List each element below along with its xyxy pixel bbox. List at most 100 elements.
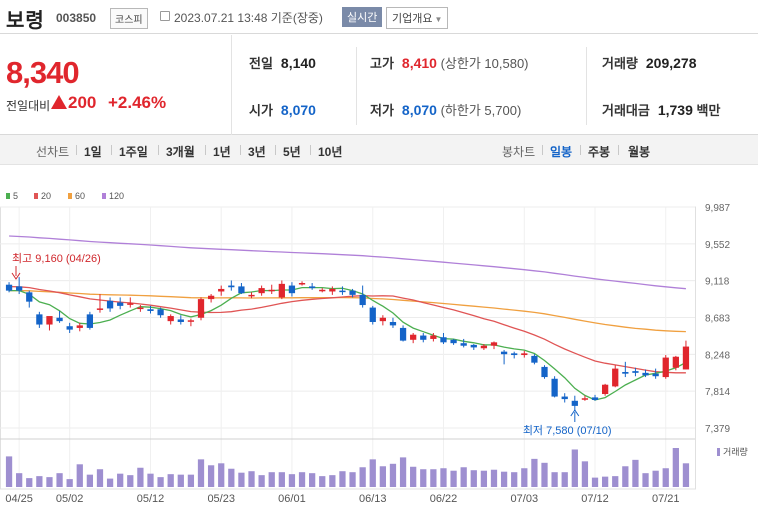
volume-bar [571, 449, 578, 487]
candle-body [672, 356, 679, 368]
x-tick-label: 05/02 [56, 493, 84, 505]
period-1week-button[interactable]: 1주일 [119, 145, 148, 159]
candle-body [238, 286, 245, 294]
realtime-button[interactable]: 실시간 [342, 7, 383, 27]
legend-ma60-label: 60 [75, 191, 86, 201]
candle-body [127, 303, 134, 305]
candle-body [622, 371, 629, 374]
period-5year-button[interactable]: 5년 [283, 145, 301, 159]
open-price: 시가 8,070 [249, 100, 316, 119]
candle-body [460, 343, 467, 346]
current-price: 8,340 [6, 55, 80, 90]
volume-bar [137, 467, 144, 487]
candle-body [5, 284, 13, 291]
candle-body [420, 335, 427, 340]
volume-bar [349, 472, 356, 487]
y-tick-label: 7,814 [705, 387, 730, 398]
divider [586, 47, 587, 125]
candle-body [16, 286, 23, 291]
volume-bar [46, 477, 53, 487]
volume-bar [541, 462, 548, 487]
company-overview-button[interactable]: 기업개요 ▼ [386, 7, 449, 29]
line-chart-label: 선차트 [36, 145, 70, 159]
volume-bar [440, 468, 447, 487]
change-percent: +2.46% [108, 93, 167, 112]
candle-body [652, 373, 659, 377]
period-10year-button[interactable]: 10년 [318, 145, 343, 159]
volume-bar [248, 471, 255, 487]
candle-body [46, 316, 53, 325]
volume-bar [5, 456, 13, 487]
candle-body [399, 327, 407, 341]
price-chart[interactable]: 9,987 9,552 9,118 8,683 8,248 7,814 7,379 04/25… [0, 196, 758, 515]
volume-bar [581, 461, 589, 487]
candle-body [137, 307, 144, 310]
candle-body [26, 292, 33, 302]
candle-body [642, 372, 649, 376]
volume-bar [369, 459, 376, 487]
divider [356, 47, 357, 125]
candle-body [207, 295, 215, 300]
candle-body [480, 345, 488, 349]
volume-bar [359, 467, 366, 487]
legend-swatch [102, 193, 106, 199]
period-1day-button[interactable]: 1일 [84, 145, 102, 159]
volume-bar [207, 465, 215, 487]
volume-bar [16, 473, 23, 487]
volume-bar [672, 448, 679, 487]
period-3month-button[interactable]: 3개월 [166, 145, 195, 159]
volume-bar [197, 459, 205, 487]
candle-body [440, 337, 447, 343]
volume-bar [420, 469, 427, 487]
volume-bar [601, 476, 609, 487]
legend-ma20: 20 [34, 191, 51, 201]
volume-bar [278, 472, 285, 487]
candle-body [157, 309, 164, 316]
stock-header: 보령 003850 코스피 2023.07.21 13:48 기준(장중) 실시… [0, 0, 758, 34]
volume-bar [167, 474, 174, 487]
legend-ma120-label: 120 [109, 191, 125, 201]
x-tick-label: 06/13 [359, 493, 387, 505]
volume-bar [591, 477, 599, 487]
candle-body [309, 286, 316, 289]
quote-panel: 8,340 전일대비 200 +2.46% 전일 8,140 고가 8,410 (상… [0, 35, 758, 135]
candle-body [96, 308, 104, 310]
open-label: 시가 [249, 103, 273, 118]
volume-bar [106, 478, 114, 487]
candle-body [470, 344, 477, 348]
candle-body [450, 339, 457, 344]
legend-ma20-label: 20 [41, 191, 52, 201]
separator [542, 145, 543, 155]
price-box: 8,340 전일대비 200 +2.46% [0, 35, 232, 135]
separator [240, 145, 241, 155]
separator [310, 145, 311, 155]
x-tick-label: 05/12 [137, 493, 165, 505]
volume-bar [642, 473, 649, 487]
legend-swatch [34, 193, 38, 199]
separator [158, 145, 159, 155]
candle-body [278, 283, 285, 298]
change-label: 전일대비 [6, 99, 51, 113]
x-tick-label: 05/23 [207, 493, 235, 505]
volume-bar [329, 475, 336, 487]
volume-bar [127, 475, 134, 487]
low-annotation: 최저 7,580 (07/10) [523, 424, 612, 437]
period-1year-button[interactable]: 1년 [213, 145, 231, 159]
volume-bar [177, 474, 184, 487]
candle-daily-button[interactable]: 일봉 [550, 145, 573, 159]
period-3year-button[interactable]: 3년 [248, 145, 266, 159]
volume-bar [117, 473, 124, 487]
candle-body [147, 309, 154, 311]
candle-body [197, 299, 205, 318]
candle-body [379, 317, 386, 322]
volume-legend-swatch [717, 448, 720, 456]
period-bar: 선차트 1일 1주일 3개월 1년 3년 5년 10년 봉차트 일봉 주봉 월봉 [0, 135, 758, 165]
candle-body [541, 366, 548, 378]
candle-body [56, 317, 63, 322]
separator [76, 145, 77, 155]
candle-monthly-button[interactable]: 월봉 [628, 145, 651, 159]
volume-bar [632, 459, 639, 487]
stock-code: 003850 [56, 11, 97, 25]
legend-swatch [68, 193, 72, 199]
candle-weekly-button[interactable]: 주봉 [588, 145, 611, 159]
